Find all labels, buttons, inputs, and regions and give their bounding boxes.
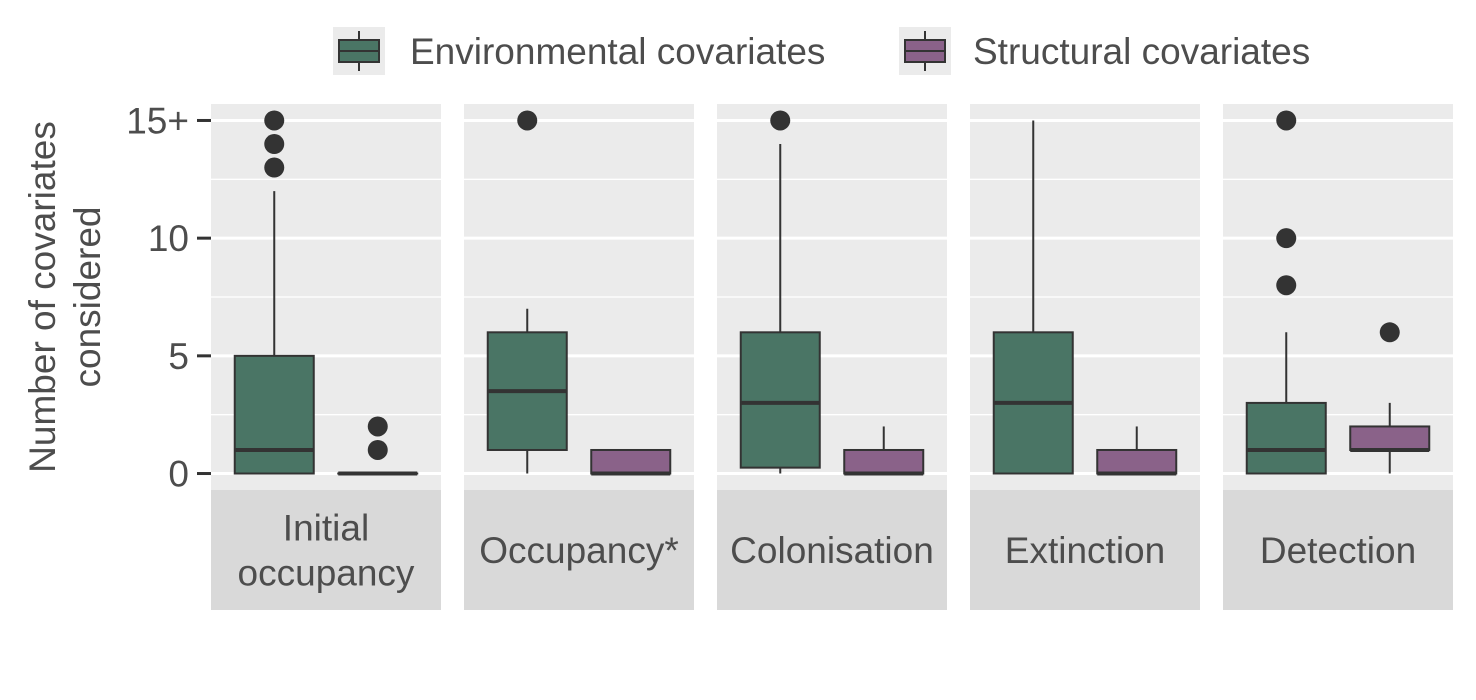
box: [233, 354, 315, 475]
boxplot-environmental: [486, 110, 568, 474]
facet-strip: [1223, 490, 1453, 610]
legend-item-str: Structural covariates: [899, 27, 1310, 75]
legend-label: Environmental covariates: [410, 31, 825, 72]
facet-strip-label: Initial occupancy: [238, 508, 415, 594]
facet-strip: [211, 490, 441, 610]
facet-strip: [970, 490, 1200, 610]
facet-strip-label-line: Extinction: [1005, 530, 1165, 571]
facet-strip-label: Occupancy*: [479, 530, 679, 571]
outlier-point: [1379, 322, 1400, 343]
facet-strip-label-line: occupancy: [238, 553, 415, 594]
facet-panel: Initial occupancy: [211, 104, 441, 610]
legend-item-env: Environmental covariates: [333, 27, 825, 75]
y-axis: 0 5 10 15+ Number of covariates considered: [22, 100, 211, 495]
facet-strip-label-line: Colonisation: [730, 530, 934, 571]
facet-panels: Initial occupancy Occupancy* Colonisation Ex…: [211, 104, 1453, 610]
facet-strip-label: Detection: [1260, 530, 1416, 571]
outlier-point: [770, 110, 791, 131]
y-tick-label: 0: [168, 454, 189, 495]
outlier-point: [264, 134, 285, 155]
facet-panel: Extinction: [970, 104, 1200, 610]
facet-strip-label-line: Detection: [1260, 530, 1416, 571]
facet-panel: Detection: [1223, 104, 1453, 610]
y-axis-label-line: considered: [67, 206, 108, 387]
outlier-point: [1276, 275, 1297, 296]
outlier-point: [517, 110, 538, 131]
outlier-point: [1276, 110, 1297, 131]
boxplot-environmental: [233, 110, 315, 475]
facet-strip: [464, 490, 694, 610]
boxplot-structural: [590, 448, 672, 476]
outlier-point: [264, 110, 285, 131]
box: [1349, 425, 1431, 451]
box: [1245, 401, 1327, 475]
boxplot-structural: [337, 416, 419, 476]
facet-strip-label-line: Occupancy*: [479, 530, 679, 571]
facet-panel: Occupancy*: [464, 104, 694, 610]
boxplot-structural: [1096, 426, 1178, 476]
box: [1096, 448, 1178, 475]
outlier-point: [367, 439, 388, 460]
boxplot-environmental: [739, 110, 821, 474]
legend: Environmental covariates Structural covar…: [333, 27, 1310, 75]
boxplot-environmental: [992, 120, 1074, 475]
outlier-point: [367, 416, 388, 437]
box: [739, 331, 821, 469]
boxplot-environmental: [1245, 110, 1327, 475]
y-tick-label: 10: [148, 218, 189, 259]
outlier-point: [1276, 228, 1297, 249]
box: [843, 448, 925, 475]
facet-strip-label-line: Initial: [283, 508, 369, 549]
facet-strip-label: Colonisation: [730, 530, 934, 571]
facet-panel: Colonisation: [717, 104, 947, 610]
y-tick-label: 5: [168, 336, 189, 377]
outlier-point: [264, 157, 285, 178]
y-tick-label: 15+: [126, 100, 189, 141]
boxplot-structural: [843, 426, 925, 476]
box: [590, 448, 672, 475]
boxplot-structural: [1349, 322, 1431, 474]
facet-strip: [717, 490, 947, 610]
legend-label: Structural covariates: [973, 31, 1310, 72]
facet-strip-label: Extinction: [1005, 530, 1165, 571]
y-axis-label-line: Number of covariates: [22, 121, 63, 473]
y-axis-label: Number of covariates considered: [22, 121, 108, 473]
